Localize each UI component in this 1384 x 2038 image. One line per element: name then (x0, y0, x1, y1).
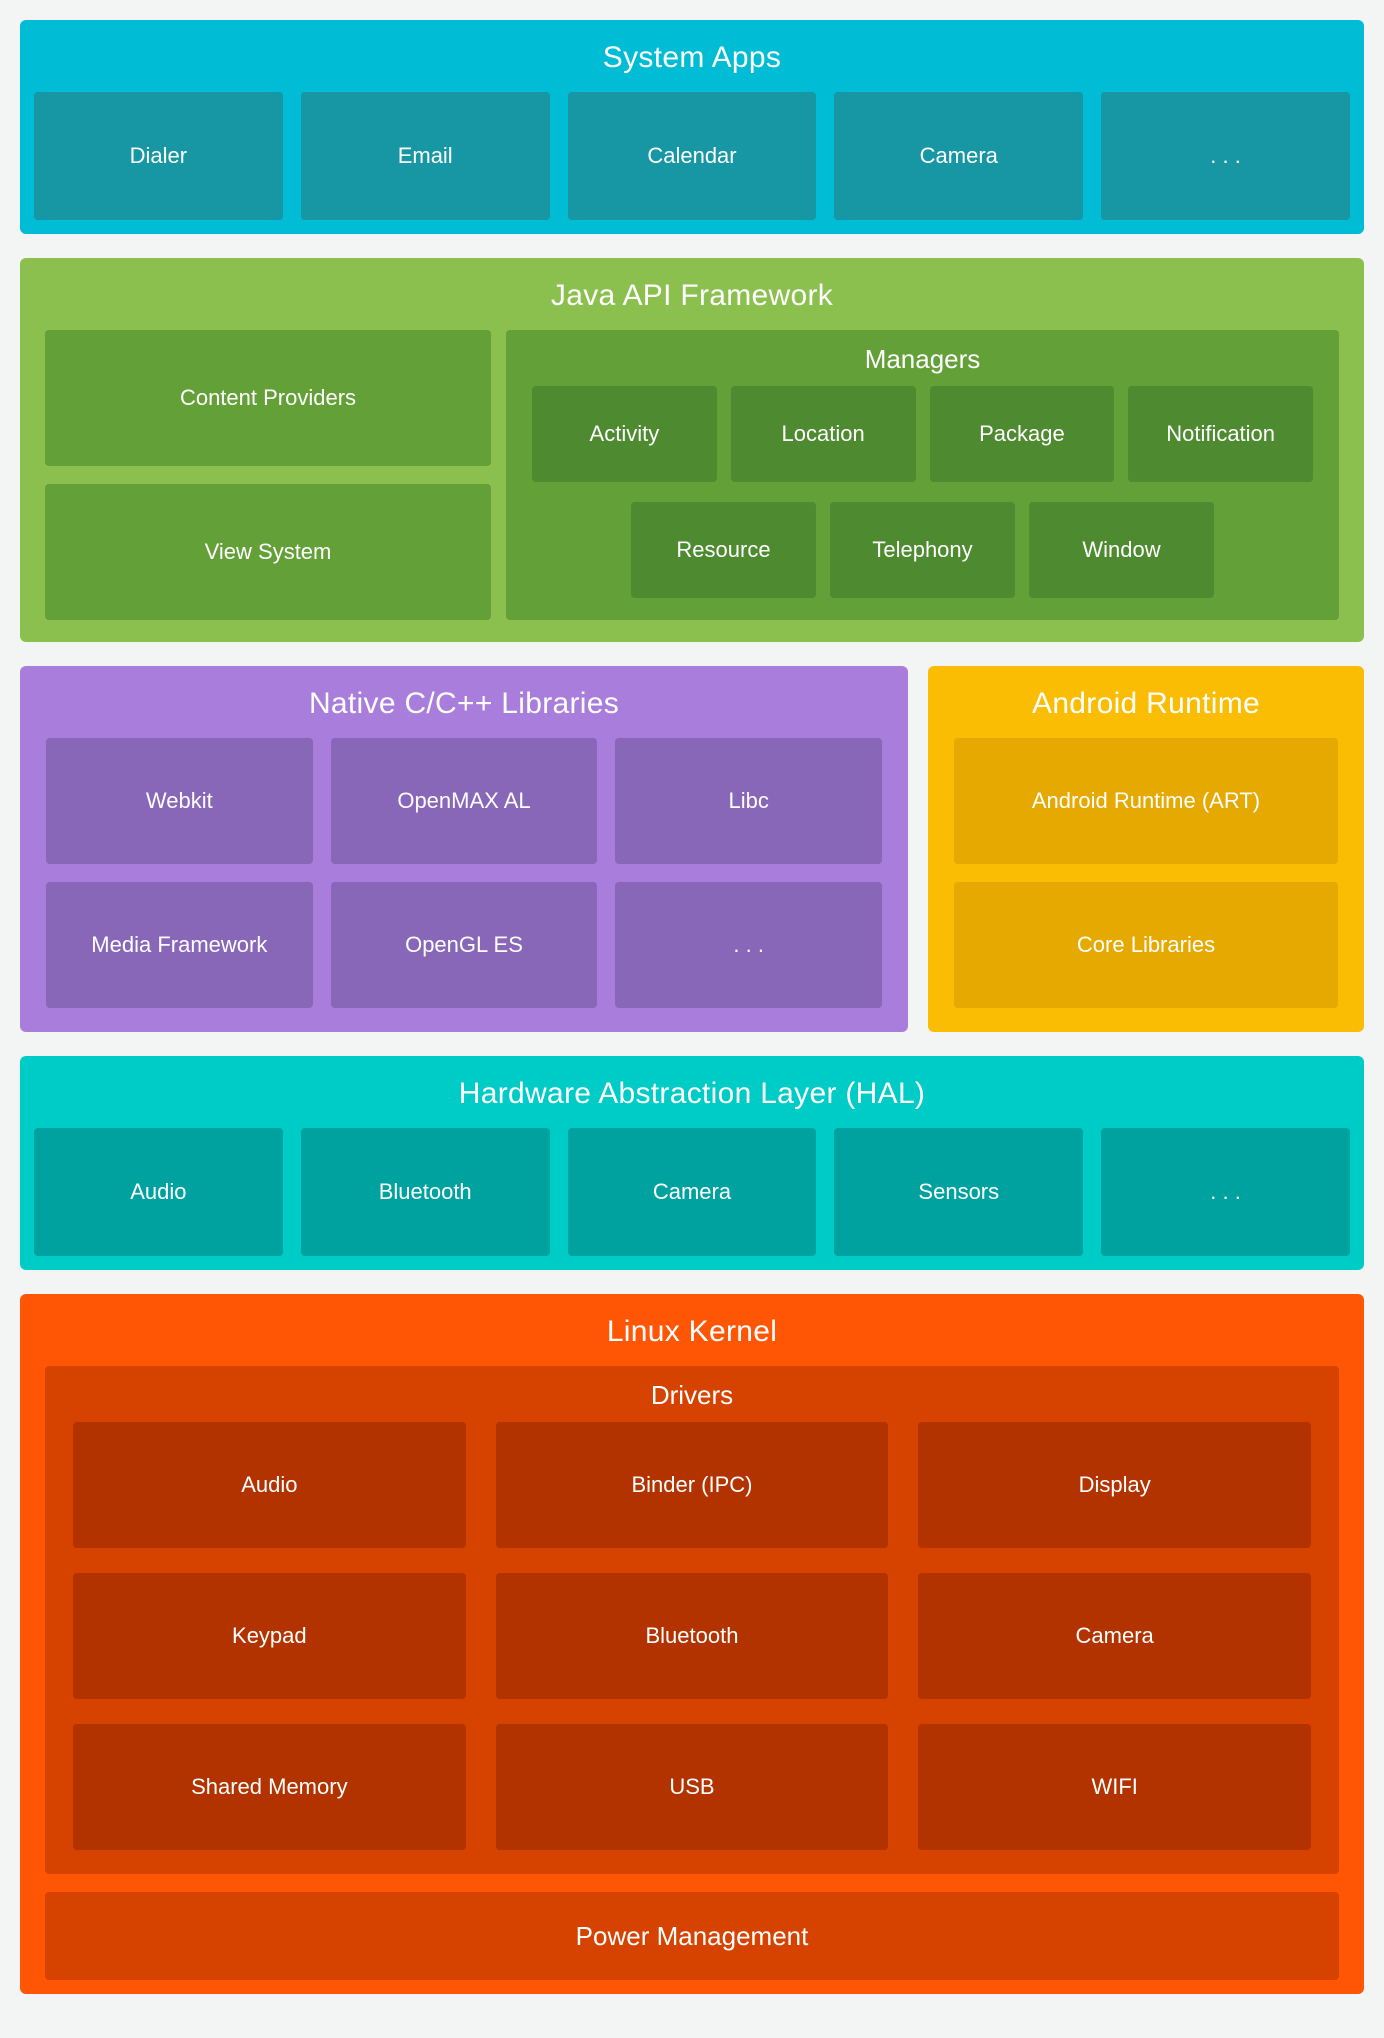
box-camera-app: Camera (834, 92, 1084, 220)
libraries-runtime-row: Native C/C++ Libraries Webkit OpenMAX AL… (20, 666, 1364, 1032)
box-shared-memory-driver: Shared Memory (73, 1724, 466, 1850)
box-more-apps: . . . (1101, 92, 1350, 220)
box-notification-manager: Notification (1128, 386, 1313, 482)
box-more-hal: . . . (1101, 1128, 1350, 1256)
box-window-manager: Window (1029, 502, 1214, 598)
box-display-driver: Display (918, 1422, 1311, 1548)
managers-group: Managers Activity Location Package Notif… (506, 330, 1339, 620)
box-bluetooth-hal: Bluetooth (300, 1128, 550, 1256)
box-usb-driver: USB (495, 1724, 889, 1850)
box-android-runtime-art: Android Runtime (ART) (954, 738, 1338, 864)
layer-hal: Hardware Abstraction Layer (HAL) Audio B… (20, 1056, 1364, 1270)
layer-system-apps: System Apps Dialer Email Calendar Camera… (20, 20, 1364, 234)
box-wifi-driver: WIFI (918, 1724, 1311, 1850)
box-camera-hal: Camera (567, 1128, 817, 1256)
box-dialer: Dialer (34, 92, 283, 220)
box-package-manager: Package (929, 386, 1115, 482)
box-binder-ipc-driver: Binder (IPC) (495, 1422, 889, 1548)
box-view-system: View System (45, 484, 491, 620)
box-bluetooth-driver: Bluetooth (495, 1573, 889, 1699)
managers-row-2: Resource Telephony Window (532, 502, 1313, 598)
managers-title: Managers (864, 344, 981, 374)
box-email: Email (300, 92, 550, 220)
java-api-title: Java API Framework (550, 279, 834, 312)
drivers-group: Drivers Audio Binder (IPC) Display Keypa… (45, 1366, 1339, 1874)
linux-kernel-title: Linux Kernel (606, 1315, 778, 1348)
box-core-libraries: Core Libraries (954, 882, 1338, 1008)
native-libraries-boxes: Webkit OpenMAX AL Libc Media Framework O… (20, 738, 908, 1032)
java-api-content: Content Providers View System Managers A… (20, 330, 1364, 642)
box-openmax-al: OpenMAX AL (330, 738, 598, 864)
box-telephony-manager: Telephony (830, 502, 1015, 598)
managers-row-1: Activity Location Package Notification (532, 386, 1313, 482)
box-keypad-driver: Keypad (73, 1573, 466, 1699)
box-location-manager: Location (730, 386, 916, 482)
native-libraries-title: Native C/C++ Libraries (308, 687, 620, 720)
box-opengl-es: OpenGL ES (330, 882, 598, 1008)
box-calendar: Calendar (567, 92, 817, 220)
layer-native-libraries: Native C/C++ Libraries Webkit OpenMAX AL… (20, 666, 908, 1032)
box-content-providers: Content Providers (45, 330, 491, 466)
box-activity-manager: Activity (532, 386, 717, 482)
hal-boxes: Audio Bluetooth Camera Sensors . . . (20, 1128, 1364, 1270)
box-more-libraries: . . . (615, 882, 882, 1008)
layer-java-api-framework: Java API Framework Content Providers Vie… (20, 258, 1364, 642)
layer-android-runtime: Android Runtime Android Runtime (ART) Co… (928, 666, 1364, 1032)
layer-linux-kernel: Linux Kernel Drivers Audio Binder (IPC) … (20, 1294, 1364, 1994)
box-webkit: Webkit (46, 738, 313, 864)
system-apps-boxes: Dialer Email Calendar Camera . . . (20, 92, 1364, 234)
drivers-boxes: Audio Binder (IPC) Display Keypad Blueto… (73, 1422, 1311, 1850)
box-sensors-hal: Sensors (834, 1128, 1084, 1256)
box-libc: Libc (615, 738, 882, 864)
hal-title: Hardware Abstraction Layer (HAL) (458, 1077, 926, 1110)
box-power-management: Power Management (45, 1892, 1339, 1980)
box-resource-manager: Resource (631, 502, 816, 598)
system-apps-title: System Apps (602, 41, 782, 74)
java-api-left-column: Content Providers View System (45, 330, 491, 620)
android-runtime-boxes: Android Runtime (ART) Core Libraries (928, 738, 1364, 1032)
box-audio-hal: Audio (34, 1128, 283, 1256)
box-media-framework: Media Framework (46, 882, 313, 1008)
box-audio-driver: Audio (73, 1422, 466, 1548)
box-camera-driver: Camera (918, 1573, 1311, 1699)
drivers-title: Drivers (650, 1380, 734, 1410)
android-runtime-title: Android Runtime (1032, 687, 1260, 720)
